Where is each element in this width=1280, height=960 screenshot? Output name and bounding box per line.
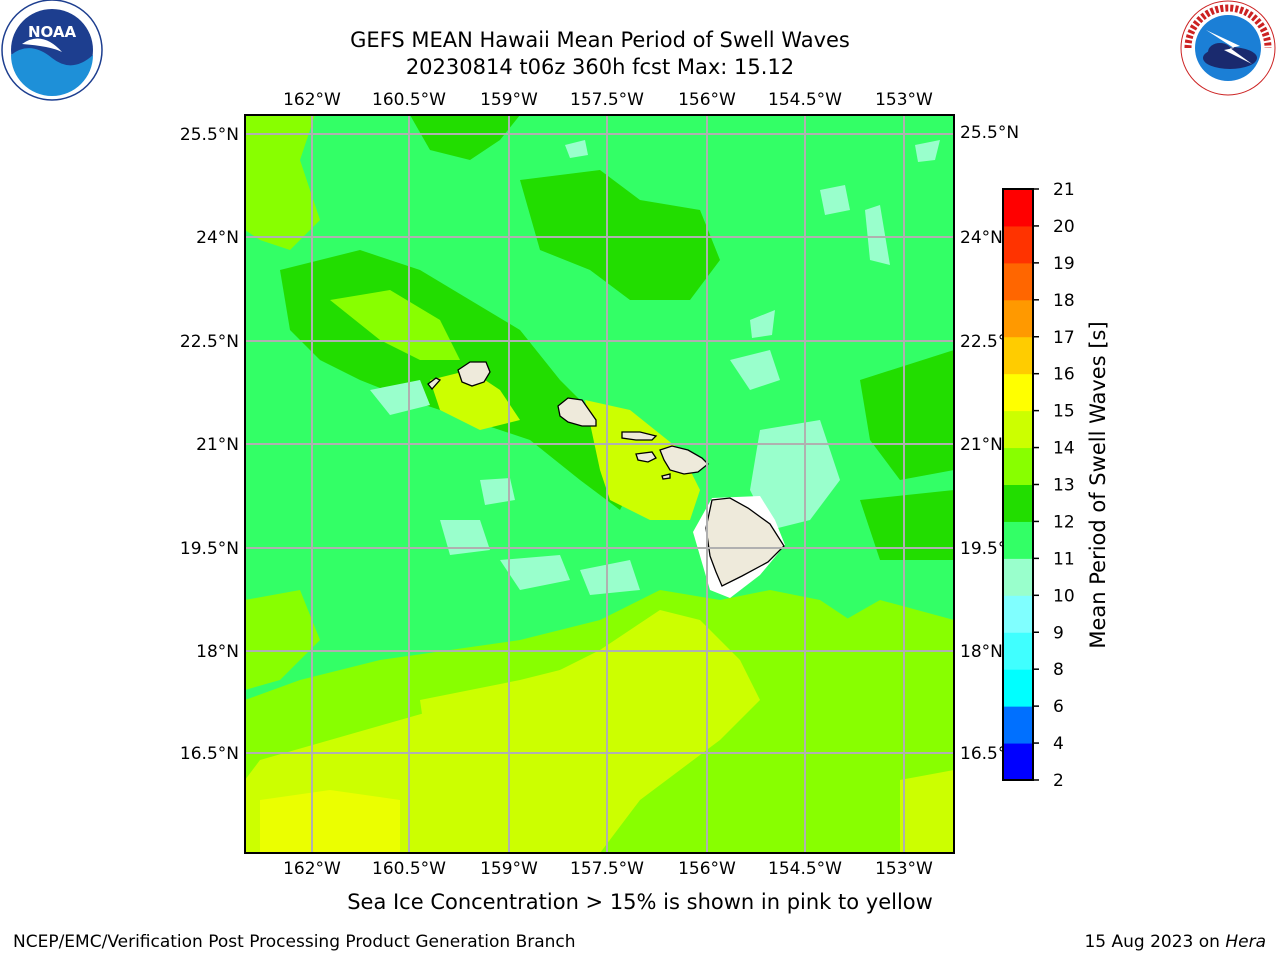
lat-label: 25.5°N (180, 125, 239, 145)
lat-label: 21°N (960, 435, 1003, 455)
lon-label: 153°W (875, 90, 933, 110)
lat-label: 19.5°N (960, 539, 1019, 559)
page-title: GEFS MEAN Hawaii Mean Period of Swell Wa… (350, 28, 850, 52)
lon-label: 157.5°W (570, 90, 644, 110)
lon-label: 162°W (283, 90, 341, 110)
footer-credit: NCEP/EMC/Verification Post Processing Pr… (13, 932, 576, 952)
lon-labels-bottom: 162°W 160.5°W 159°W 157.5°W 156°W 154.5°… (283, 859, 933, 879)
lat-label: 18°N (960, 642, 1003, 662)
lon-label: 162°W (283, 859, 341, 879)
sea-ice-caption: Sea Ice Concentration > 15% is shown in … (347, 890, 933, 914)
lon-label: 156°W (678, 859, 736, 879)
graticule (245, 115, 954, 853)
lon-labels-top: 162°W 160.5°W 159°W 157.5°W 156°W 154.5°… (283, 90, 933, 110)
lat-label: 18°N (196, 642, 239, 662)
lon-label: 160.5°W (372, 859, 446, 879)
lat-label: 16.5°N (960, 744, 1019, 764)
lat-label: 22.5°N (180, 332, 239, 352)
lat-labels-left: 25.5°N 24°N 22.5°N 21°N 19.5°N 18°N 16.5… (180, 125, 239, 764)
lon-label: 159°W (480, 859, 538, 879)
lat-label: 21°N (196, 435, 239, 455)
footer-system: Hera (1225, 932, 1266, 952)
lat-labels-right: 25.5°N 24°N 22.5°N 21°N 19.5°N 18°N 16.5… (960, 123, 1019, 764)
nws-logo-icon (1180, 0, 1276, 96)
lon-label: 157.5°W (570, 859, 644, 879)
lon-label: 154.5°W (768, 90, 842, 110)
lon-label: 159°W (480, 90, 538, 110)
footer-date-text: 15 Aug 2023 on (1084, 932, 1220, 952)
lat-label: 19.5°N (180, 539, 239, 559)
lat-label: 25.5°N (960, 123, 1019, 143)
noaa-logo-text: NOAA (28, 23, 77, 41)
map-frame (244, 114, 955, 854)
lat-label: 16.5°N (180, 744, 239, 764)
lon-label: 154.5°W (768, 859, 842, 879)
page-subtitle: 20230814 t06z 360h fcst Max: 15.12 (405, 55, 795, 79)
lat-label: 24°N (960, 228, 1003, 248)
swell-period-field (245, 115, 954, 853)
noaa-logo-icon: NOAA (1, 0, 103, 101)
lat-label: 22.5°N (960, 332, 1019, 352)
footer-date: 15 Aug 2023 on Hera (1084, 932, 1266, 952)
hawaiian-islands (427, 361, 785, 587)
lon-label: 156°W (678, 90, 736, 110)
lon-label: 153°W (875, 859, 933, 879)
lat-label: 24°N (196, 228, 239, 248)
lon-label: 160.5°W (372, 90, 446, 110)
